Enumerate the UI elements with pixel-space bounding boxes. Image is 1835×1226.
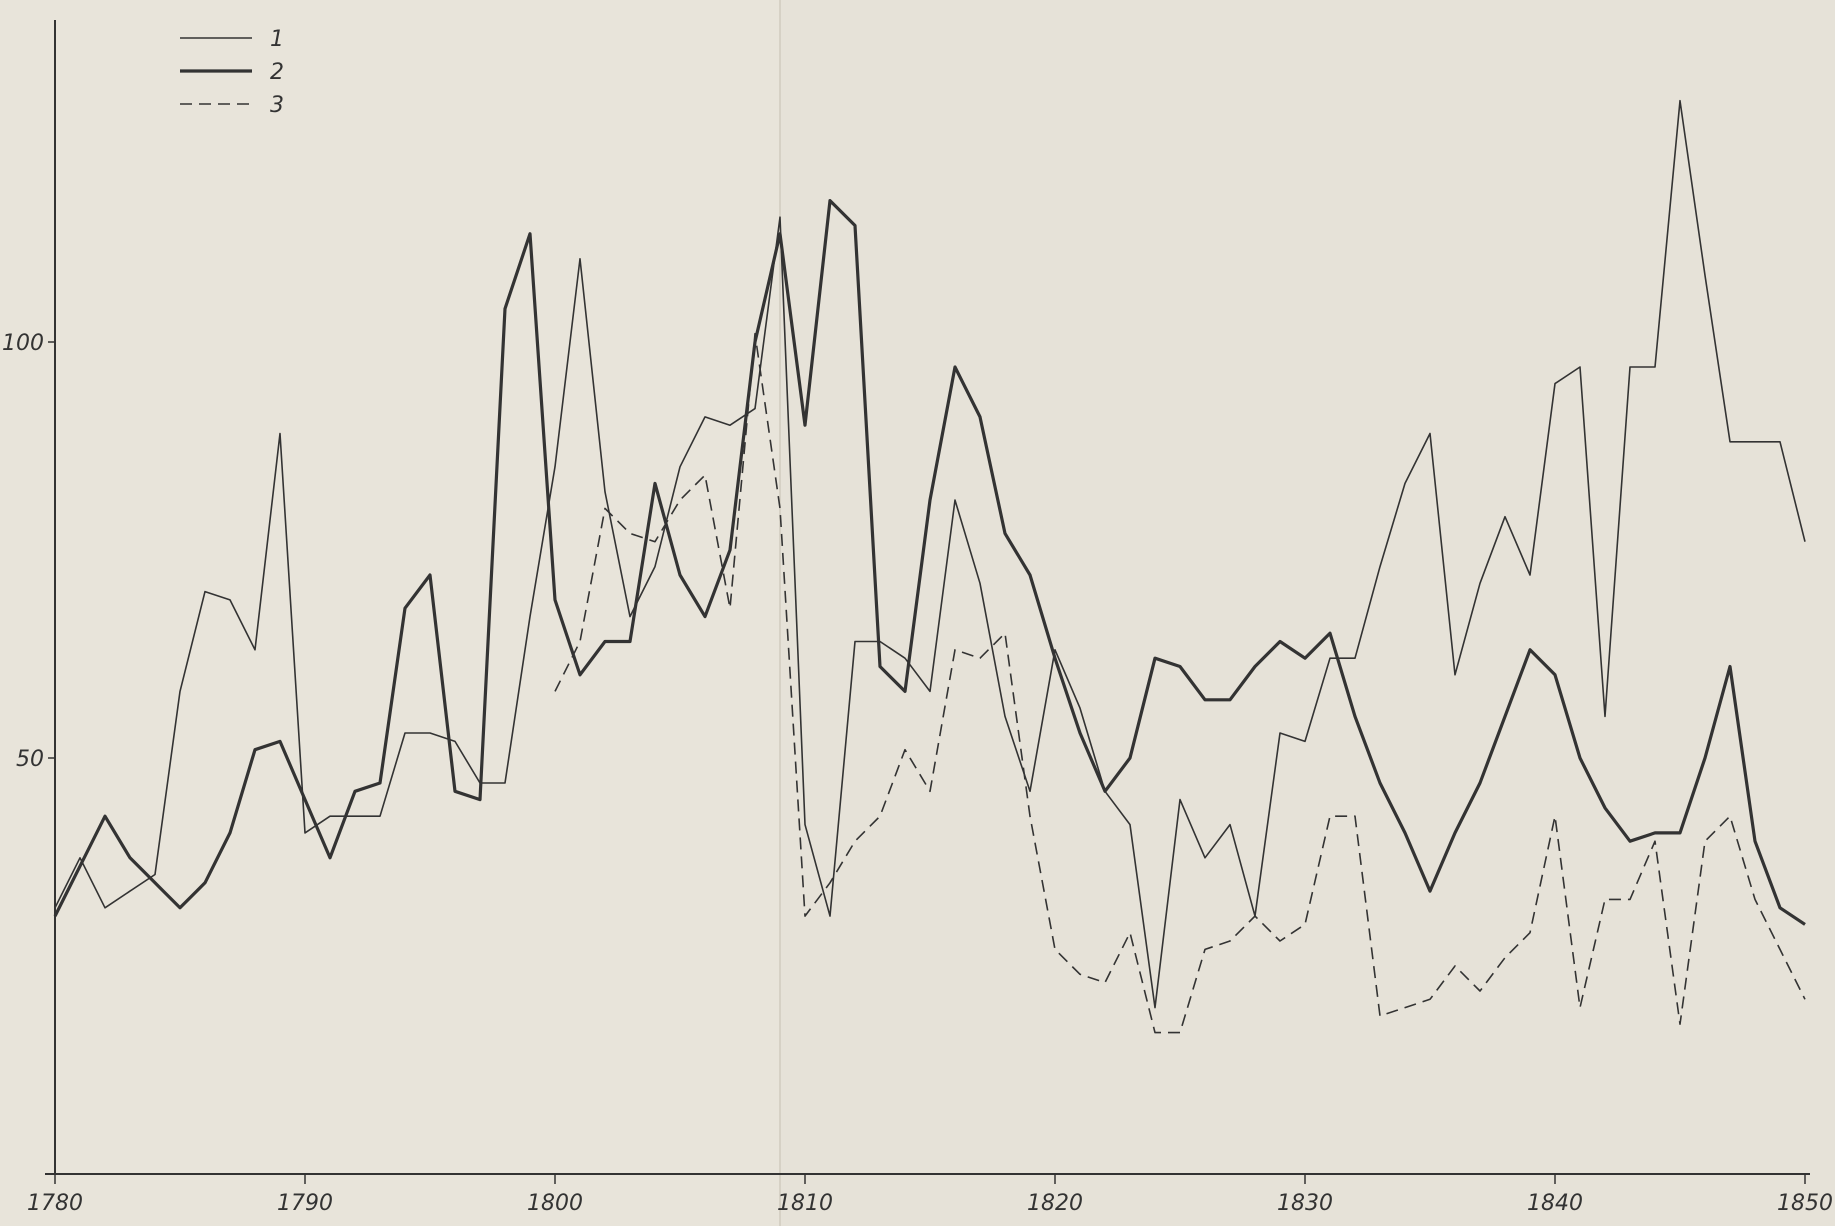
- x-tick-label: 1850: [1777, 1191, 1833, 1216]
- legend-label-1: 1: [270, 27, 284, 52]
- x-tick-label: 1780: [27, 1191, 83, 1216]
- y-axis-ticks: 50 100: [2, 331, 55, 772]
- x-tick-label: 1840: [1527, 1191, 1583, 1216]
- legend-label-3: 3: [270, 93, 284, 118]
- axes: 1780 1790 1800 1810 1820 1830 1840 1850 50 100: [2, 20, 1833, 1216]
- page-left-background: [0, 0, 780, 1226]
- y-tick-label: 50: [16, 747, 44, 772]
- x-tick-label: 1800: [527, 1191, 583, 1216]
- legend-label-2: 2: [270, 60, 284, 85]
- legend: 1 2 3: [180, 27, 284, 118]
- series-3-line: [554, 332, 1806, 1034]
- x-tick-label: 1830: [1277, 1191, 1333, 1216]
- y-tick-label: 100: [2, 331, 44, 356]
- series-2-line: [53, 199, 1806, 926]
- x-tick-label: 1810: [777, 1191, 833, 1216]
- x-tick-label: 1790: [277, 1191, 333, 1216]
- page-right-background: [780, 0, 1835, 1226]
- x-axis-ticks: 1780 1790 1800 1810 1820 1830 1840 1850: [27, 1174, 1833, 1216]
- data-series-layer: [53, 99, 1806, 1034]
- x-tick-label: 1820: [1027, 1191, 1083, 1216]
